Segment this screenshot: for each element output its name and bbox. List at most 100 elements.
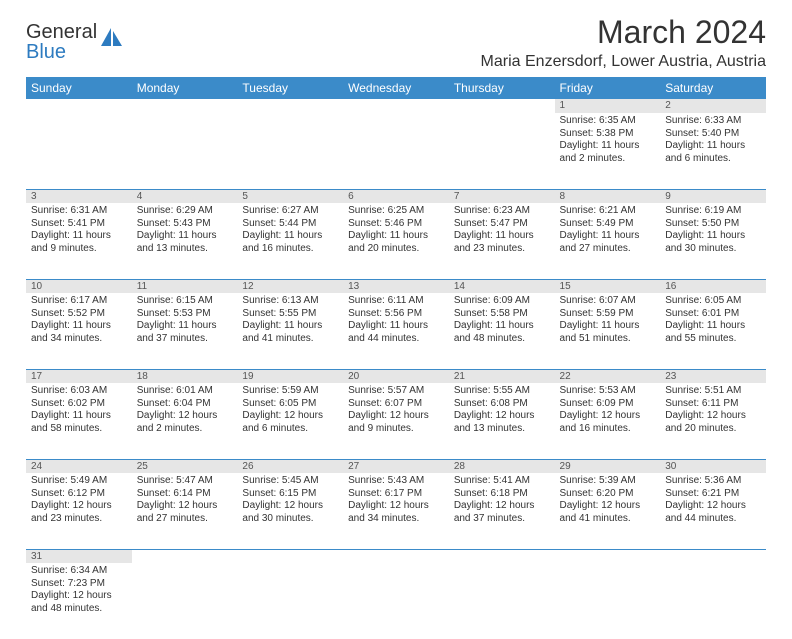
- weekday-header: Thursday: [449, 77, 555, 99]
- cell-line-ss: Sunset: 5:43 PM: [137, 218, 233, 231]
- cell-line-ss: Sunset: 6:02 PM: [31, 398, 127, 411]
- cell-line-d1: Daylight: 11 hours: [31, 230, 127, 243]
- cell-line-d1: Daylight: 12 hours: [665, 500, 761, 513]
- day-content-cell: Sunrise: 6:03 AMSunset: 6:02 PMDaylight:…: [26, 383, 132, 459]
- cell-line-d1: Daylight: 12 hours: [137, 410, 233, 423]
- cell-line-d1: Daylight: 11 hours: [665, 320, 761, 333]
- cell-line-sr: Sunrise: 6:21 AM: [560, 205, 656, 218]
- cell-line-d2: and 27 minutes.: [560, 243, 656, 256]
- day-content-cell: Sunrise: 6:29 AMSunset: 5:43 PMDaylight:…: [132, 203, 238, 279]
- cell-line-sr: Sunrise: 6:27 AM: [242, 205, 338, 218]
- day-number-cell: 15: [555, 279, 661, 293]
- cell-line-d2: and 13 minutes.: [137, 243, 233, 256]
- cell-line-d2: and 6 minutes.: [242, 423, 338, 436]
- cell-line-d1: Daylight: 11 hours: [348, 320, 444, 333]
- weekday-header-row: Sunday Monday Tuesday Wednesday Thursday…: [26, 77, 766, 99]
- cell-line-d1: Daylight: 12 hours: [665, 410, 761, 423]
- weekday-header: Friday: [555, 77, 661, 99]
- cell-line-d1: Daylight: 11 hours: [137, 320, 233, 333]
- cell-line-ss: Sunset: 5:53 PM: [137, 308, 233, 321]
- cell-line-d1: Daylight: 11 hours: [560, 230, 656, 243]
- day-content-cell: [449, 563, 555, 639]
- header: General Blue March 2024 Maria Enzersdorf…: [26, 14, 766, 71]
- cell-line-sr: Sunrise: 6:01 AM: [137, 385, 233, 398]
- daynum-row: 31: [26, 549, 766, 563]
- day-content-cell: [449, 113, 555, 189]
- day-number-cell: 18: [132, 369, 238, 383]
- cell-line-sr: Sunrise: 5:43 AM: [348, 475, 444, 488]
- day-number-cell: 4: [132, 189, 238, 203]
- logo-blue: Blue: [26, 41, 66, 63]
- day-content-cell: Sunrise: 5:57 AMSunset: 6:07 PMDaylight:…: [343, 383, 449, 459]
- daynum-row: 3456789: [26, 189, 766, 203]
- day-number-cell: 2: [660, 99, 766, 113]
- cell-line-sr: Sunrise: 6:15 AM: [137, 295, 233, 308]
- cell-line-sr: Sunrise: 6:11 AM: [348, 295, 444, 308]
- cell-line-ss: Sunset: 5:58 PM: [454, 308, 550, 321]
- cell-line-d1: Daylight: 11 hours: [348, 230, 444, 243]
- cell-line-d2: and 34 minutes.: [348, 513, 444, 526]
- cell-line-d2: and 20 minutes.: [348, 243, 444, 256]
- day-number-cell: [26, 99, 132, 113]
- cell-line-d2: and 20 minutes.: [665, 423, 761, 436]
- day-number-cell: 31: [26, 549, 132, 563]
- cell-line-d1: Daylight: 11 hours: [31, 410, 127, 423]
- day-content-cell: Sunrise: 6:33 AMSunset: 5:40 PMDaylight:…: [660, 113, 766, 189]
- day-content-cell: Sunrise: 6:21 AMSunset: 5:49 PMDaylight:…: [555, 203, 661, 279]
- cell-line-d2: and 44 minutes.: [665, 513, 761, 526]
- day-content-cell: [132, 113, 238, 189]
- day-content-cell: Sunrise: 6:05 AMSunset: 6:01 PMDaylight:…: [660, 293, 766, 369]
- day-number-cell: 13: [343, 279, 449, 293]
- day-number-cell: 10: [26, 279, 132, 293]
- cell-line-d1: Daylight: 11 hours: [560, 140, 656, 153]
- day-content-cell: Sunrise: 5:59 AMSunset: 6:05 PMDaylight:…: [237, 383, 343, 459]
- cell-line-sr: Sunrise: 5:59 AM: [242, 385, 338, 398]
- cell-line-d1: Daylight: 11 hours: [242, 320, 338, 333]
- cell-line-sr: Sunrise: 6:29 AM: [137, 205, 233, 218]
- cell-line-sr: Sunrise: 6:31 AM: [31, 205, 127, 218]
- cell-line-ss: Sunset: 5:40 PM: [665, 128, 761, 141]
- day-content-cell: Sunrise: 6:19 AMSunset: 5:50 PMDaylight:…: [660, 203, 766, 279]
- day-number-cell: 7: [449, 189, 555, 203]
- cell-line-sr: Sunrise: 5:39 AM: [560, 475, 656, 488]
- cell-line-d2: and 2 minutes.: [137, 423, 233, 436]
- cell-line-d2: and 16 minutes.: [242, 243, 338, 256]
- cell-line-d2: and 48 minutes.: [31, 603, 127, 616]
- day-number-cell: 5: [237, 189, 343, 203]
- day-number-cell: [449, 99, 555, 113]
- cell-line-d2: and 27 minutes.: [137, 513, 233, 526]
- cell-line-ss: Sunset: 6:05 PM: [242, 398, 338, 411]
- daynum-row: 10111213141516: [26, 279, 766, 293]
- cell-line-ss: Sunset: 6:18 PM: [454, 488, 550, 501]
- day-number-cell: [555, 549, 661, 563]
- cell-line-ss: Sunset: 6:12 PM: [31, 488, 127, 501]
- day-content-cell: Sunrise: 5:36 AMSunset: 6:21 PMDaylight:…: [660, 473, 766, 549]
- content-row: Sunrise: 6:17 AMSunset: 5:52 PMDaylight:…: [26, 293, 766, 369]
- day-number-cell: [237, 99, 343, 113]
- cell-line-sr: Sunrise: 5:51 AM: [665, 385, 761, 398]
- day-number-cell: 26: [237, 459, 343, 473]
- day-content-cell: Sunrise: 5:43 AMSunset: 6:17 PMDaylight:…: [343, 473, 449, 549]
- month-title: March 2024: [481, 14, 766, 51]
- cell-line-d2: and 34 minutes.: [31, 333, 127, 346]
- cell-line-sr: Sunrise: 5:47 AM: [137, 475, 233, 488]
- cell-line-d1: Daylight: 12 hours: [31, 500, 127, 513]
- cell-line-ss: Sunset: 6:15 PM: [242, 488, 338, 501]
- cell-line-ss: Sunset: 5:56 PM: [348, 308, 444, 321]
- day-number-cell: 19: [237, 369, 343, 383]
- day-number-cell: 14: [449, 279, 555, 293]
- calendar-page: General Blue March 2024 Maria Enzersdorf…: [0, 0, 792, 639]
- day-content-cell: [26, 113, 132, 189]
- cell-line-d2: and 48 minutes.: [454, 333, 550, 346]
- weekday-header: Tuesday: [237, 77, 343, 99]
- cell-line-d1: Daylight: 12 hours: [560, 500, 656, 513]
- day-content-cell: Sunrise: 5:47 AMSunset: 6:14 PMDaylight:…: [132, 473, 238, 549]
- cell-line-d1: Daylight: 12 hours: [454, 500, 550, 513]
- day-number-cell: 29: [555, 459, 661, 473]
- day-number-cell: [132, 99, 238, 113]
- cell-line-sr: Sunrise: 5:55 AM: [454, 385, 550, 398]
- day-number-cell: 25: [132, 459, 238, 473]
- day-number-cell: 28: [449, 459, 555, 473]
- cell-line-sr: Sunrise: 5:57 AM: [348, 385, 444, 398]
- cell-line-sr: Sunrise: 6:09 AM: [454, 295, 550, 308]
